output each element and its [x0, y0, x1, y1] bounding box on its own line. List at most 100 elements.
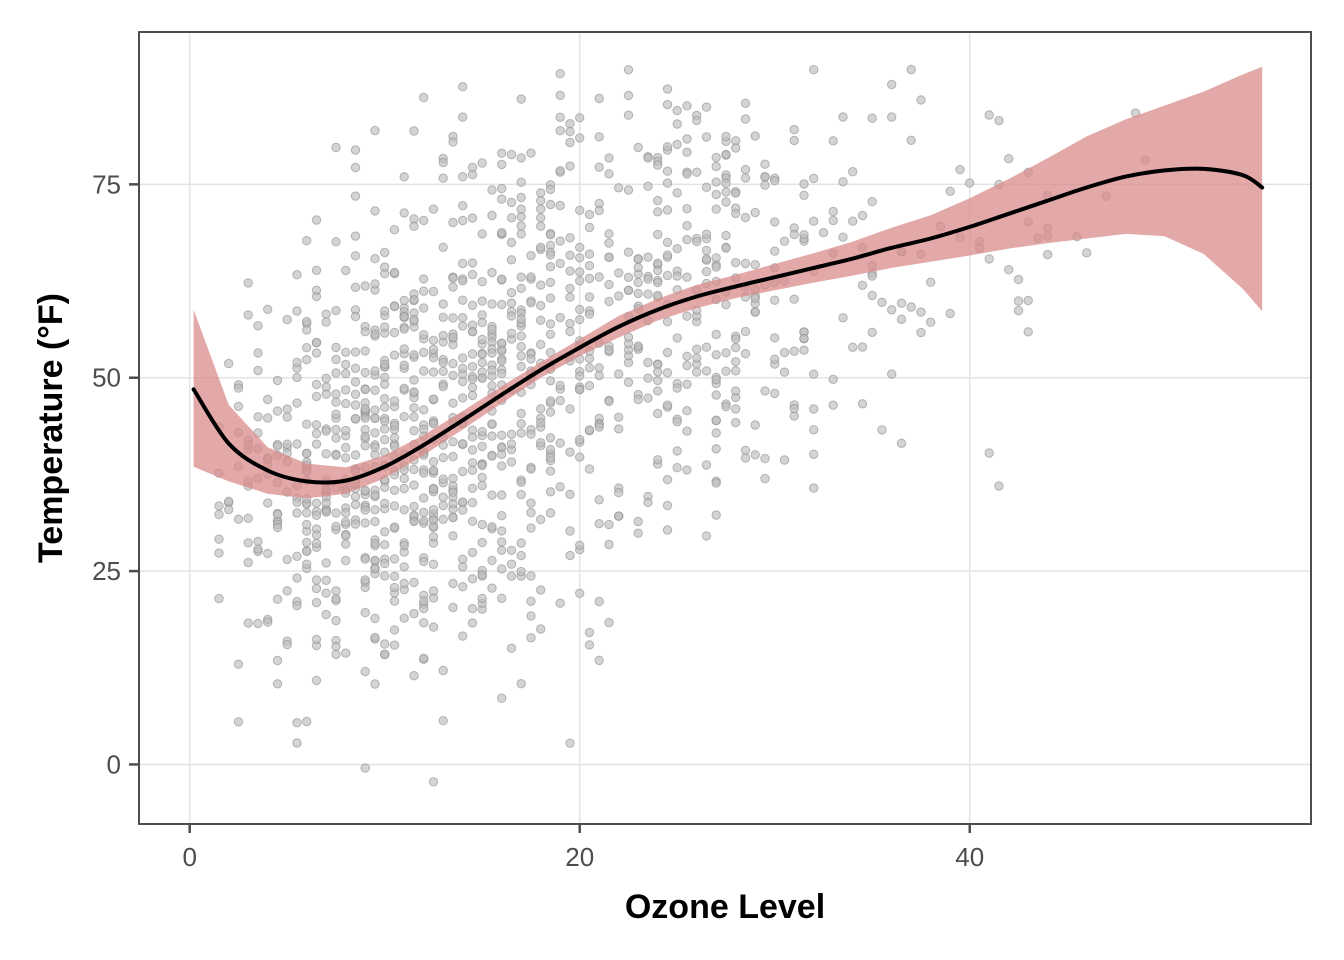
scatter-point: [545, 230, 556, 240]
scatter-point: [282, 586, 292, 596]
scatter-point: [1023, 327, 1033, 337]
scatter-point: [477, 460, 487, 471]
scatter-point: [750, 450, 760, 460]
scatter-point: [467, 618, 478, 628]
scatter-point: [565, 137, 575, 148]
scatter-point: [321, 426, 331, 436]
scatter-point: [545, 199, 556, 210]
scatter-point: [243, 538, 253, 548]
scatter-point: [594, 519, 604, 529]
scatter-point: [731, 417, 741, 428]
scatter-point: [380, 639, 390, 649]
scatter-point: [428, 286, 439, 297]
scatter-point: [633, 288, 643, 299]
scatter-point: [770, 246, 780, 256]
scatter-point: [731, 386, 741, 396]
scatter-point: [965, 178, 975, 188]
scatter-point: [263, 413, 273, 423]
scatter-point: [711, 415, 721, 425]
scatter-point: [428, 353, 439, 363]
scatter-point: [623, 90, 634, 101]
scatter-point: [399, 383, 409, 393]
scatter-point: [760, 159, 770, 169]
scatter-point: [467, 374, 478, 384]
scatter-point: [565, 250, 575, 261]
scatter-point: [331, 586, 341, 596]
scatter-point: [682, 272, 692, 282]
scatter-point: [594, 272, 604, 282]
scatter-point: [448, 217, 458, 228]
scatter-point: [360, 327, 370, 337]
scatter-point: [653, 265, 663, 276]
scatter-point: [341, 368, 351, 379]
scatter-point: [399, 562, 409, 572]
scatter-point: [526, 250, 536, 261]
scatter-point: [341, 531, 351, 541]
scatter-point: [477, 537, 487, 548]
scatter-point: [740, 164, 751, 175]
scatter-point: [760, 172, 770, 182]
scatter-point: [643, 497, 653, 508]
scatter-point: [516, 153, 526, 163]
scatter-point: [360, 431, 370, 442]
scatter-point: [458, 466, 468, 477]
scatter-point: [575, 540, 585, 550]
scatter-point: [711, 152, 721, 163]
confidence-band: [193, 66, 1263, 499]
scatter-point: [292, 439, 302, 449]
scatter-point: [653, 455, 663, 465]
scatter-point: [233, 401, 244, 412]
scatter-point: [584, 249, 595, 259]
scatter-point: [341, 453, 351, 463]
scatter-point: [292, 551, 302, 561]
scatter-point: [575, 371, 585, 381]
scatter-point: [838, 177, 848, 187]
scatter-point: [682, 221, 692, 231]
scatter-point: [438, 492, 448, 502]
scatter-point: [662, 250, 673, 260]
scatter-point: [477, 229, 487, 239]
scatter-point: [487, 365, 497, 375]
scatter-point: [584, 381, 595, 391]
scatter-point: [584, 209, 595, 220]
y-tick-label: 50: [92, 363, 121, 393]
scatter-point: [487, 185, 497, 195]
scatter-point: [633, 277, 643, 288]
scatter-point: [282, 412, 292, 422]
scatter-point: [428, 204, 439, 214]
scatter-point: [428, 419, 439, 429]
scatter-point: [224, 496, 234, 506]
scatter-point: [584, 261, 595, 271]
scatter-point: [545, 508, 556, 518]
scatter-point: [643, 274, 653, 284]
scatter-point: [253, 321, 263, 331]
scatter-point: [575, 242, 585, 253]
scatter-point: [380, 571, 390, 581]
scatter-point: [672, 119, 682, 129]
scatter-point: [399, 172, 409, 182]
scatter-point: [633, 262, 643, 273]
scatter-point: [682, 351, 692, 361]
scatter-point: [292, 573, 302, 583]
scatter-point: [331, 433, 341, 443]
scatter-point: [555, 482, 565, 492]
scatter-point: [526, 148, 536, 158]
scatter-point: [350, 347, 361, 357]
scatter-point: [575, 385, 585, 395]
scatter-point: [243, 278, 253, 288]
scatter-point: [682, 311, 692, 321]
scatter-point: [555, 69, 565, 79]
scatter-point: [477, 358, 487, 368]
scatter-point: [497, 228, 507, 238]
scatter-point: [292, 398, 302, 408]
scatter-point: [721, 187, 731, 197]
scatter-point: [770, 354, 780, 364]
scatter-point: [467, 349, 478, 359]
scatter-point: [331, 389, 341, 399]
scatter-point: [906, 302, 916, 312]
scatter-point: [536, 188, 546, 198]
scatter-point: [467, 465, 478, 475]
scatter-point: [672, 244, 682, 254]
scatter-point: [282, 554, 292, 565]
scatter-point: [809, 173, 819, 184]
